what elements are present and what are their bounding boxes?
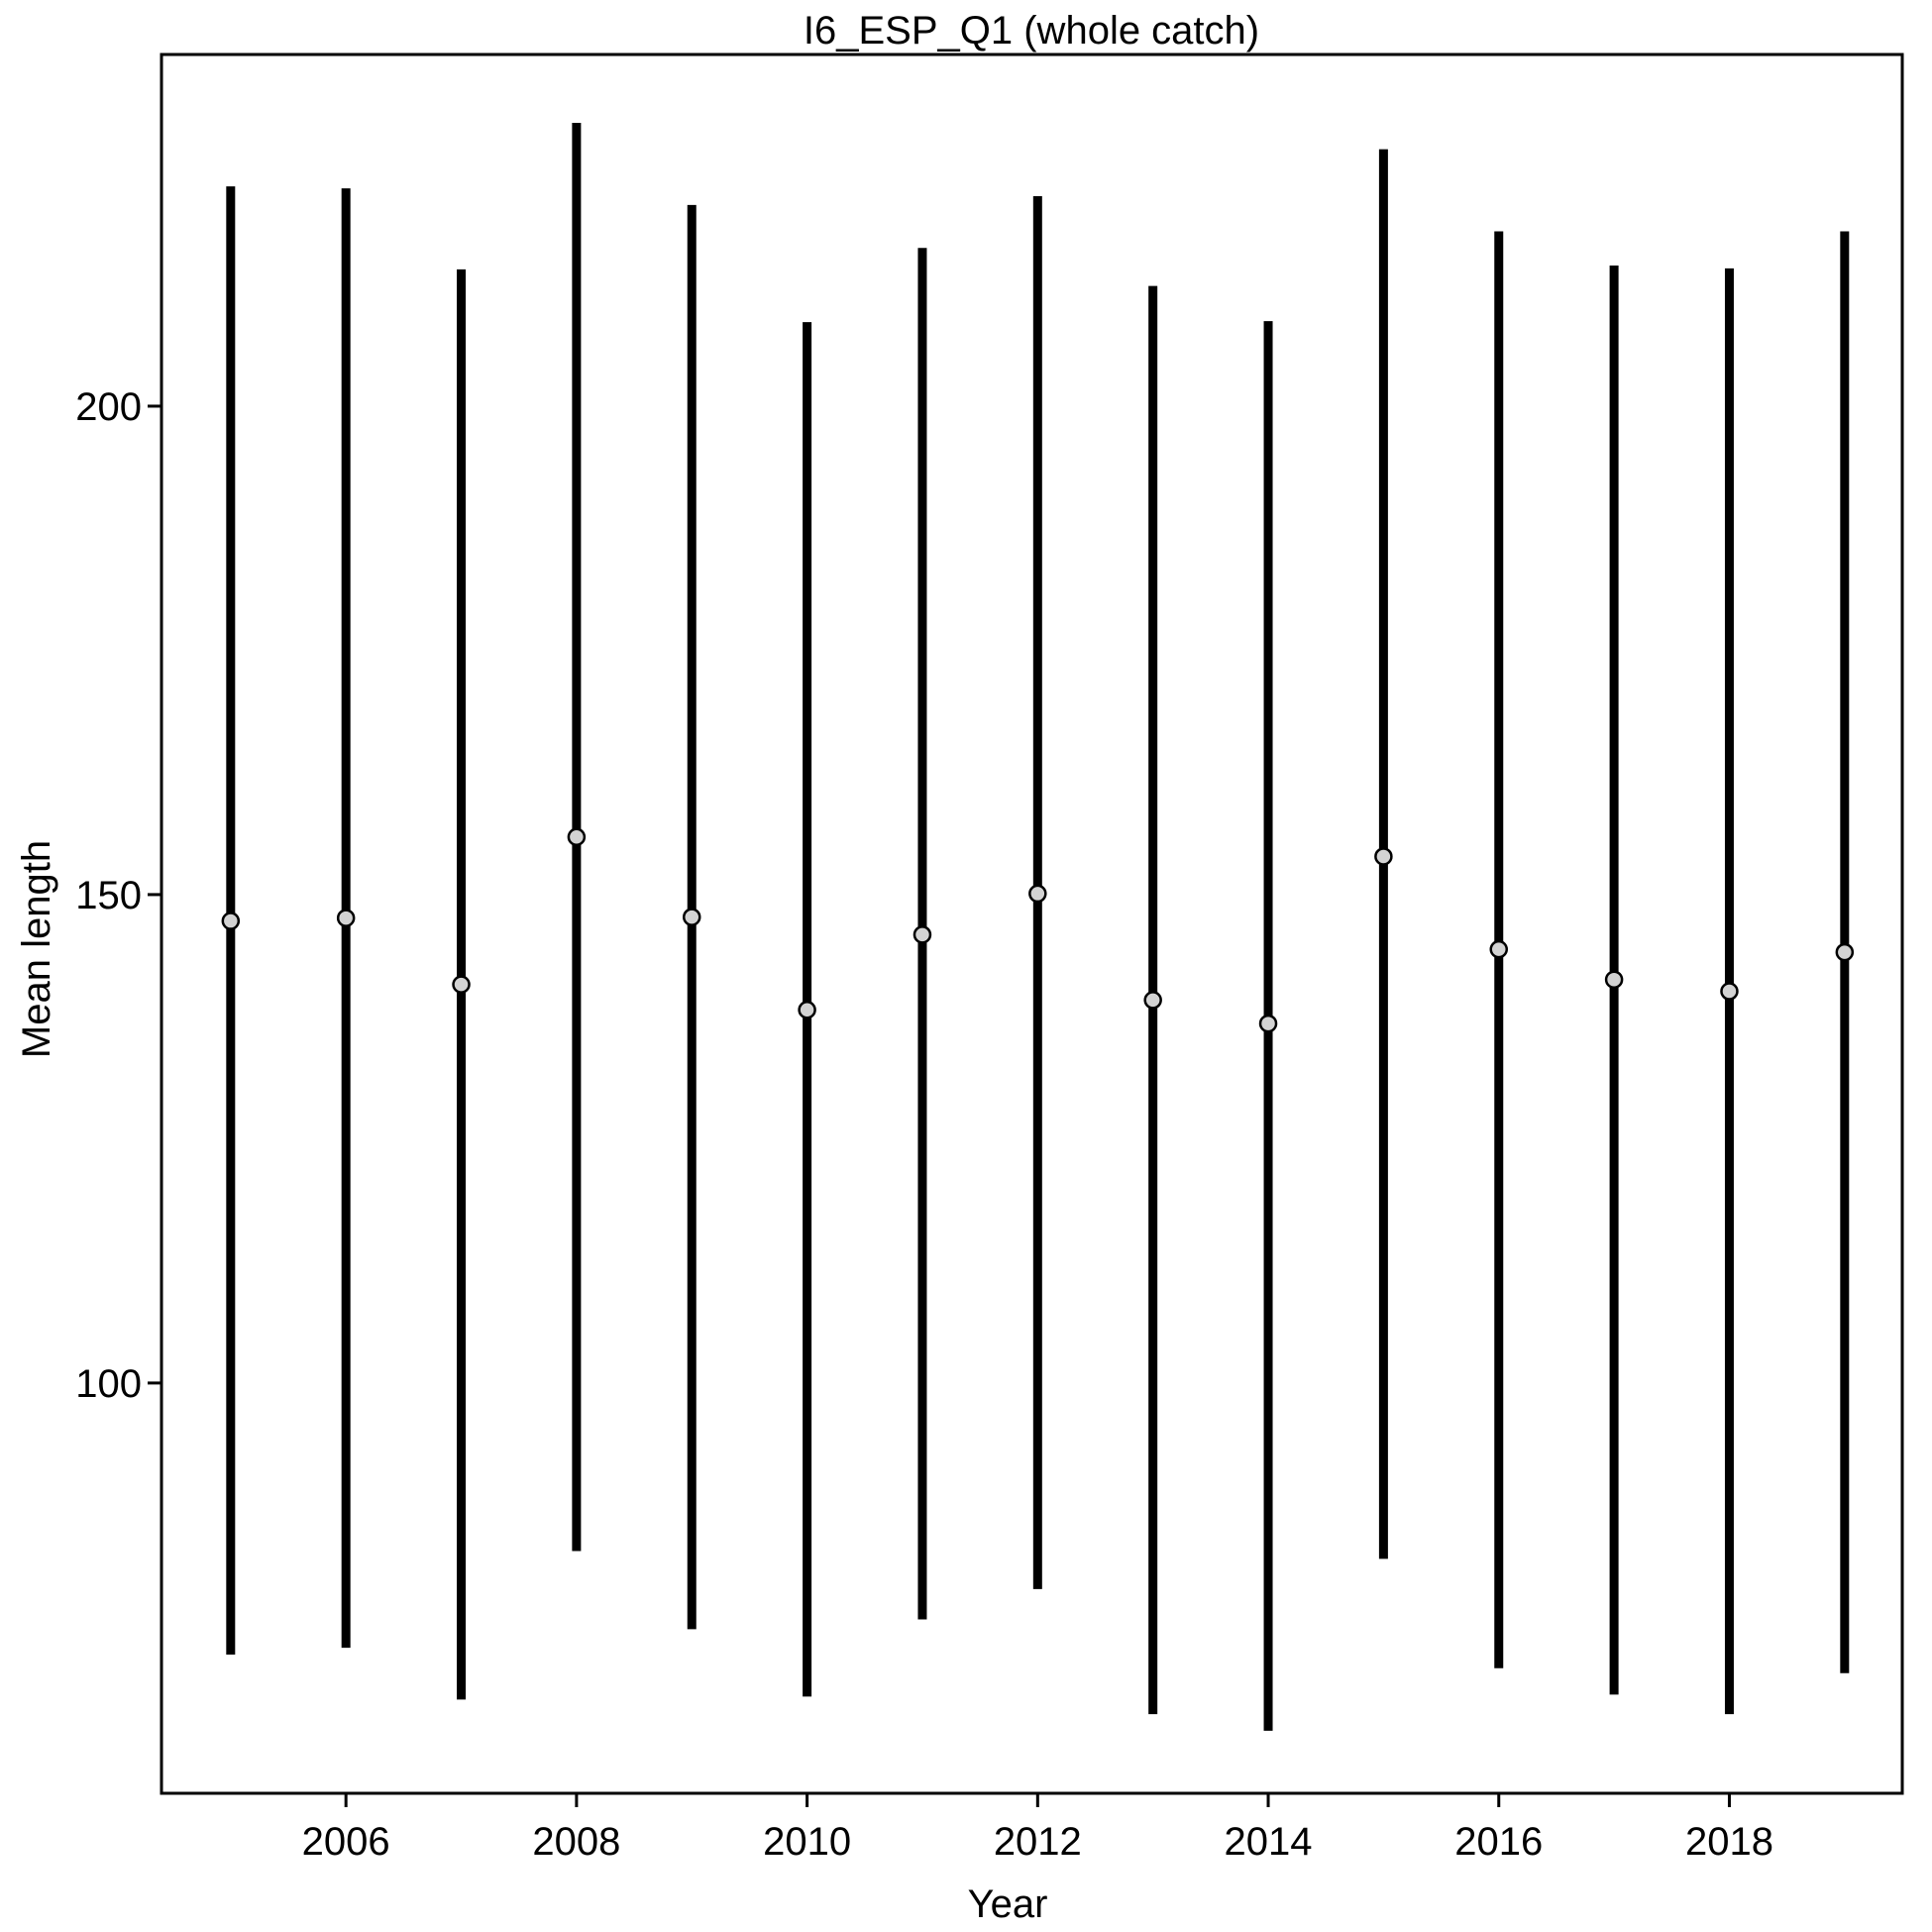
- x-axis-title: Year: [968, 1882, 1048, 1926]
- x-tick-label-2016: 2016: [1454, 1820, 1543, 1864]
- mean-points: [221, 827, 1855, 1033]
- x-tick-label-2014: 2014: [1225, 1820, 1313, 1864]
- x-axis: 2006 2008 2010 2012 2014 2016 2018: [302, 1793, 1773, 1864]
- x-tick-label-2012: 2012: [994, 1820, 1082, 1864]
- y-tick-label-150: 150: [75, 874, 142, 917]
- y-tick-label-200: 200: [75, 385, 142, 429]
- mean-point-2009: [682, 908, 701, 926]
- x-tick-label-2010: 2010: [763, 1820, 851, 1864]
- x-tick-label-2006: 2006: [302, 1820, 390, 1864]
- mean-point-2019: [1835, 942, 1855, 962]
- mean-point-2016: [1489, 939, 1508, 959]
- mean-point-2005: [221, 912, 241, 930]
- interval-bars: [226, 123, 1850, 1731]
- chart-title: I6_ESP_Q1 (whole catch): [804, 9, 1259, 53]
- x-tick-label-2008: 2008: [532, 1820, 620, 1864]
- mean-point-2011: [912, 925, 932, 944]
- mean-point-2013: [1143, 991, 1162, 1010]
- mean-point-2015: [1374, 847, 1393, 866]
- mean-point-2010: [798, 1001, 816, 1020]
- plot-frame: [160, 53, 1904, 1795]
- mean-point-2006: [336, 909, 356, 927]
- x-tick-label-2018: 2018: [1685, 1820, 1773, 1864]
- mean-point-2007: [452, 975, 471, 994]
- y-axis: 100 150 200: [75, 385, 161, 1406]
- mean-point-2018: [1720, 982, 1739, 1001]
- y-axis-title: Mean length: [15, 840, 58, 1058]
- mean-point-2014: [1258, 1014, 1278, 1033]
- mean-point-2017: [1604, 970, 1624, 989]
- y-tick-label-100: 100: [75, 1362, 142, 1406]
- mean-point-2008: [567, 827, 587, 846]
- mean-point-2012: [1028, 884, 1047, 904]
